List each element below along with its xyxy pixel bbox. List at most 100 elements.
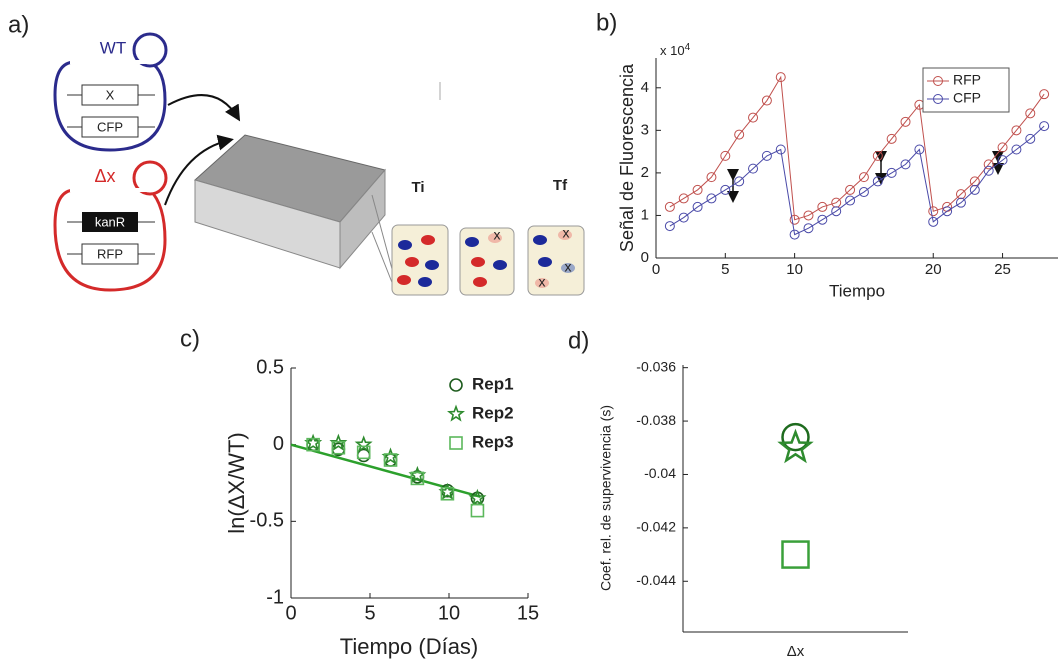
legend-label: RFP: [953, 72, 981, 88]
gene-label: kanR: [95, 214, 125, 229]
marker-circle: [692, 184, 703, 195]
gene-box: [82, 212, 138, 232]
zoom-line: [371, 231, 396, 291]
multiplier-exponent: 4: [685, 42, 691, 53]
marker-circle: [706, 172, 717, 183]
marker-circle: [997, 155, 1008, 166]
marker-circle: [872, 176, 883, 187]
marker-circle: [761, 150, 772, 161]
marker-circle: [858, 172, 869, 183]
marker-star: [329, 433, 348, 451]
mutant-bud: [132, 160, 168, 196]
marker-circle: [831, 206, 842, 217]
cell-gap: [70, 188, 150, 192]
marker-circle: [928, 206, 939, 217]
x-tick-label: 10: [438, 602, 460, 624]
marker-circle: [997, 142, 1008, 153]
marker-circle: [720, 184, 731, 195]
marker-square: [440, 486, 455, 501]
marker-circle: [942, 206, 953, 217]
arrow: [164, 134, 234, 206]
legend-label: CFP: [953, 90, 981, 106]
marker-circle: [664, 201, 675, 212]
marker-circle: [933, 94, 943, 104]
legend-label: Rep1: [472, 374, 514, 393]
marker-square: [383, 453, 398, 467]
marker-star: [304, 433, 323, 451]
y-tick-label: -0.04: [644, 465, 676, 481]
marker-circle: [969, 184, 980, 195]
x-tick-label: 25: [994, 261, 1011, 278]
marker-circle: [983, 165, 994, 176]
cells: x x x x: [397, 225, 575, 290]
series-line: [669, 125, 1045, 236]
cell-gap: [70, 60, 150, 64]
marker-circle: [706, 193, 717, 204]
y-tick-label: 0: [273, 433, 284, 455]
marker-circle: [817, 201, 828, 212]
x-tick-label: Δx: [787, 643, 805, 660]
y-tick-label: -0.042: [636, 519, 676, 535]
time-label: Ti: [411, 179, 424, 196]
marker-circle: [781, 422, 810, 452]
marker-circle: [983, 159, 994, 170]
panel-label: c): [180, 325, 200, 352]
marker-circle: [817, 214, 828, 225]
plate-side: [339, 168, 386, 270]
marker-circle: [734, 176, 745, 187]
marker-circle: [678, 212, 689, 223]
marker-square: [449, 436, 463, 450]
y-tick-label: 0.5: [256, 356, 284, 378]
series-line: [669, 75, 1045, 221]
gene-box: [81, 84, 139, 106]
x-tick-label: 5: [721, 261, 729, 278]
mutant-label: Δx: [94, 166, 115, 186]
y-tick-label: 1: [641, 206, 649, 223]
legend-label: Rep3: [472, 432, 514, 451]
marker-star: [447, 404, 465, 422]
marker-circle: [900, 116, 911, 127]
panel-label: d): [568, 327, 589, 354]
x-tick-label: 20: [925, 261, 942, 278]
gene-label: CFP: [97, 119, 123, 134]
marker-circle: [900, 159, 911, 170]
arrow: [167, 94, 241, 122]
marker-square: [410, 471, 425, 486]
marker-star: [381, 447, 400, 465]
y-tick-label: -0.038: [636, 412, 676, 428]
marker-square: [781, 540, 810, 569]
marker-circle: [1025, 108, 1036, 119]
time-label: Tf: [553, 177, 568, 194]
x-tick-label: 5: [364, 602, 375, 624]
mutant-cell: [53, 188, 167, 292]
marker-circle: [692, 201, 703, 212]
y-axis-label: Señal de Fluorescencia: [617, 63, 637, 252]
difference-arrows: [727, 151, 1004, 203]
marker-star: [438, 482, 457, 500]
marker-square: [331, 440, 346, 455]
marker-circle: [1025, 133, 1036, 144]
diagram: WT X CFP Δx kanR RFP Ti Tf: [53, 32, 585, 296]
marker-circle: [933, 76, 943, 86]
fit-line: [290, 443, 481, 499]
marker-circle: [886, 133, 897, 144]
marker-circle: [928, 216, 939, 227]
marker-circle: [449, 378, 463, 392]
svg-text:x: x: [494, 227, 501, 243]
marker-circle: [761, 95, 772, 106]
y-axis-label: ln(ΔX/WT): [224, 432, 249, 533]
marker-circle: [748, 163, 759, 174]
marker-circle: [734, 129, 745, 140]
gene-box: [81, 243, 139, 265]
marker-circle: [858, 187, 869, 198]
y-tick-label: -0.036: [636, 358, 676, 374]
y-tick-label: 2: [641, 164, 649, 181]
marker-star: [777, 428, 814, 464]
y-tick-label: 4: [641, 79, 649, 96]
legend-label: Rep2: [472, 403, 514, 422]
marker-circle: [748, 112, 759, 123]
zoom-line: [371, 194, 396, 281]
marker-circle: [955, 197, 966, 208]
marker-square: [470, 503, 485, 518]
marker-circle: [845, 195, 856, 206]
